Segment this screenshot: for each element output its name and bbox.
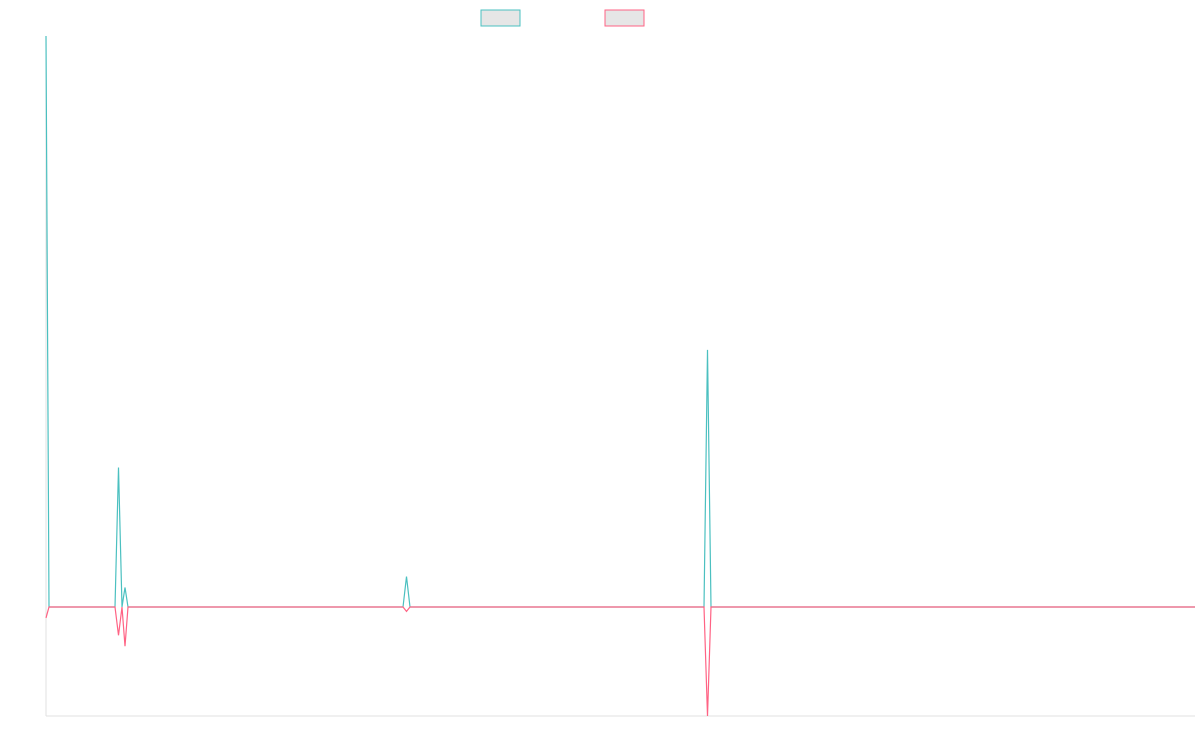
line-series [45, 606, 1195, 717]
legend-swatch [604, 9, 645, 27]
legend-swatch [480, 9, 521, 27]
line-series [45, 35, 1195, 608]
legend [480, 9, 645, 27]
